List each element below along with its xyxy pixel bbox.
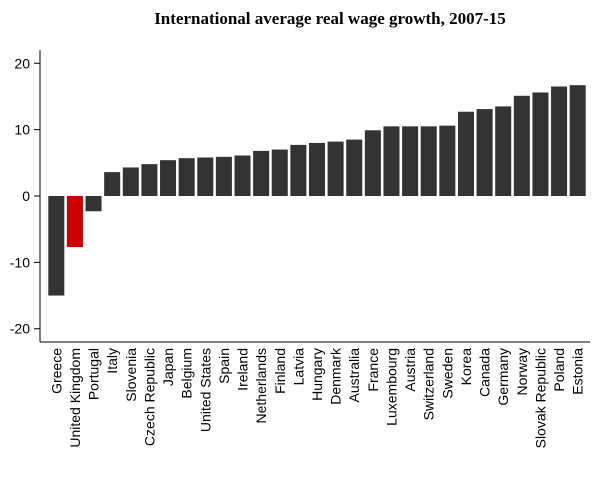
x-tick-label: Slovak Republic: [532, 348, 548, 448]
bar: [160, 160, 177, 196]
bar: [197, 157, 214, 196]
x-tick-label: Spain: [216, 348, 232, 384]
x-tick-label: United Kingdom: [67, 348, 83, 448]
bar: [253, 150, 270, 196]
x-tick-label: Korea: [458, 348, 474, 386]
bar: [476, 109, 493, 196]
x-tick-label: Latvia: [290, 348, 306, 386]
x-tick-label: Finland: [272, 348, 288, 394]
x-tick-label: Netherlands: [253, 348, 269, 424]
bar: [420, 126, 437, 196]
x-tick-label: Italy: [104, 348, 120, 374]
bar: [513, 95, 530, 196]
bar: [104, 172, 121, 196]
bar: [402, 126, 419, 196]
x-tick-label: Czech Republic: [141, 348, 157, 446]
x-tick-label: Japan: [160, 348, 176, 386]
bar: [122, 167, 139, 196]
bar: [141, 164, 158, 196]
x-tick-label: Ireland: [235, 348, 251, 391]
bar: [551, 86, 568, 196]
bar: [457, 111, 474, 196]
bar: [346, 139, 363, 196]
bar: [364, 130, 381, 196]
bar: [327, 141, 344, 196]
bar: [308, 142, 326, 196]
chart-title: International average real wage growth, …: [154, 9, 506, 28]
bar: [66, 196, 83, 248]
x-tick-label: Sweden: [439, 348, 455, 399]
bar: [85, 196, 102, 212]
bar: [569, 85, 586, 196]
x-tick-label: Switzerland: [421, 348, 437, 420]
x-tick-label: Norway: [514, 348, 530, 395]
bar: [532, 92, 549, 196]
y-tick-label: 10: [14, 122, 30, 138]
x-tick-label: Luxembourg: [383, 348, 399, 426]
x-tick-label: Portugal: [86, 348, 102, 400]
x-tick-label: France: [365, 348, 381, 392]
x-tick-label: Australia: [346, 348, 362, 403]
y-tick-label: -10: [10, 254, 30, 270]
x-tick-label: Denmark: [328, 347, 344, 405]
bar: [234, 155, 251, 196]
bar: [383, 126, 400, 196]
y-tick-label: 0: [22, 188, 30, 204]
x-tick-label: Hungary: [309, 348, 325, 401]
bar: [215, 156, 232, 196]
bar: [271, 149, 288, 196]
x-tick-label: Poland: [551, 348, 567, 392]
x-tick-label: Canada: [477, 348, 493, 397]
x-tick-label: United States: [197, 348, 213, 432]
bar: [48, 196, 65, 296]
x-tick-label: Germany: [495, 348, 511, 406]
bar: [178, 158, 195, 196]
x-tick-label: Belgium: [179, 348, 195, 399]
x-tick-label: Estonia: [570, 348, 586, 395]
x-tick-label: Greece: [48, 348, 64, 394]
y-tick-label: 20: [14, 55, 30, 71]
x-tick-label: Slovenia: [123, 348, 139, 402]
bar: [495, 106, 512, 196]
y-tick-label: -20: [10, 321, 30, 337]
bar: [439, 125, 456, 196]
bar: [290, 144, 307, 196]
x-tick-label: Austria: [402, 348, 418, 392]
